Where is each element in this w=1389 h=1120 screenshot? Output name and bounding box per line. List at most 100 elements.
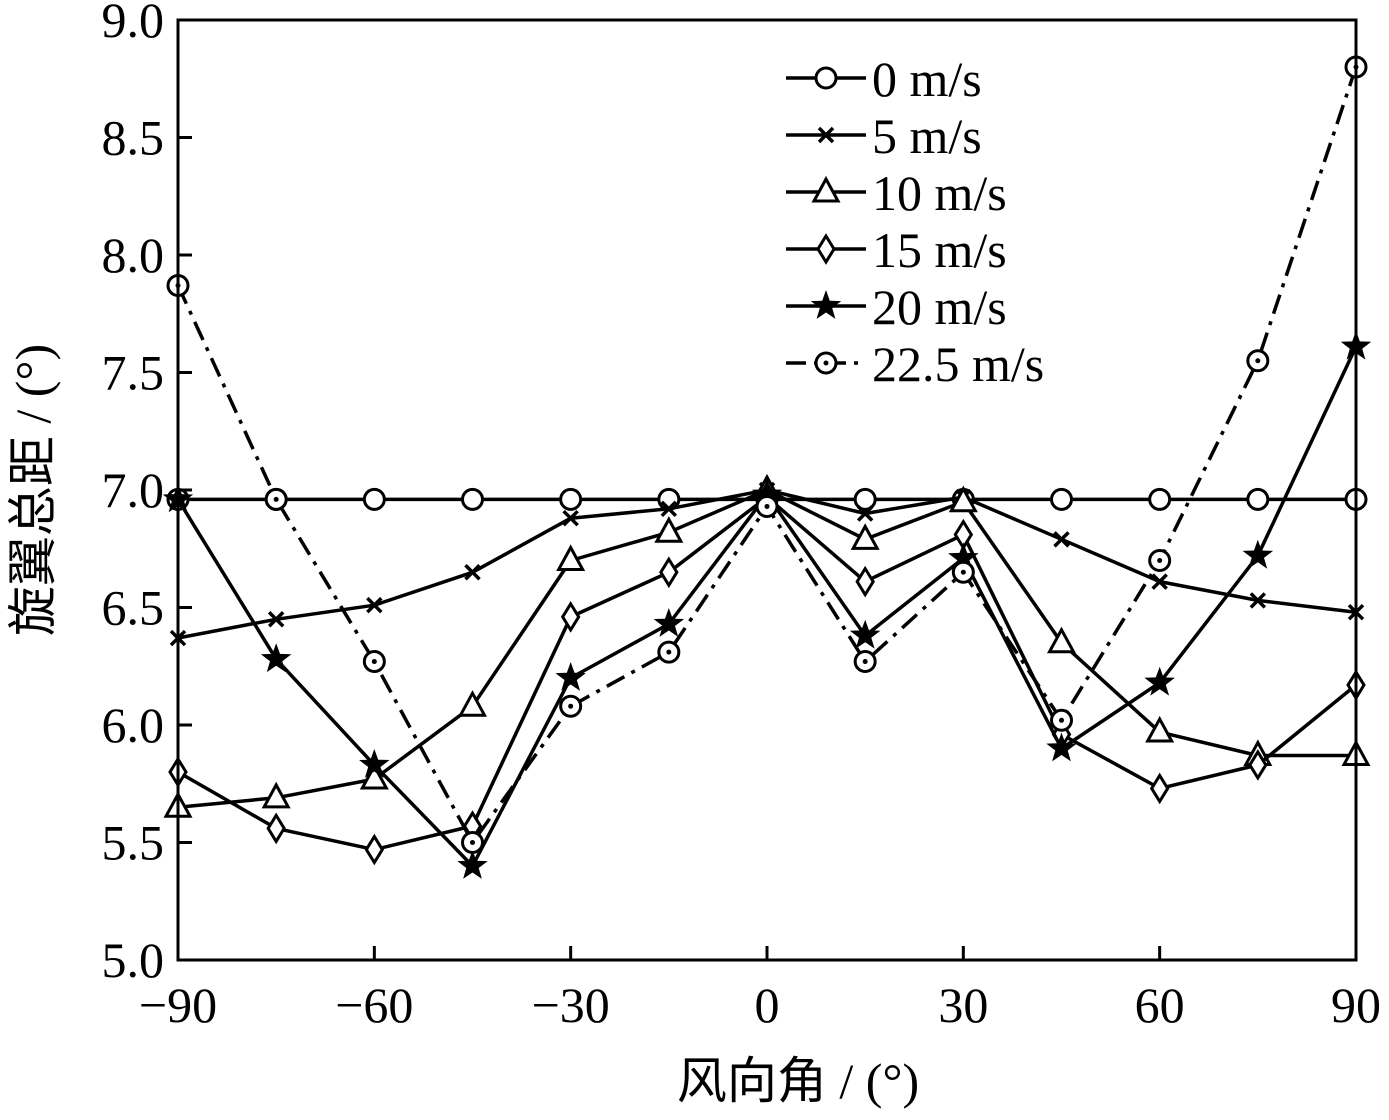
data-point-15-m-s <box>855 565 875 598</box>
data-point-15-m-s <box>364 833 385 866</box>
legend-label: 10 m/s <box>872 165 1007 221</box>
series-path <box>177 495 1358 852</box>
data-point-15-m-s <box>560 601 581 633</box>
x-tick-label: −30 <box>532 977 610 1033</box>
data-point-15-m-s <box>816 233 836 265</box>
y-axis-title: 旋翼总距 / (°) <box>5 344 61 636</box>
data-point-10-m-s <box>850 523 880 550</box>
data-point-5-m-s <box>856 505 874 522</box>
data-point-10-m-s <box>261 781 291 809</box>
data-point-22-5-m-s <box>951 560 975 584</box>
plot-frame <box>176 18 1358 962</box>
data-point-22-5-m-s <box>362 650 386 674</box>
y-tick-label: 5.5 <box>102 815 165 871</box>
legend-label: 22.5 m/s <box>872 336 1044 392</box>
data-point-20-m-s <box>948 542 979 572</box>
data-point-22-5-m-s <box>1148 549 1172 572</box>
data-point-22-5-m-s <box>755 494 779 518</box>
y-tick-label: 5.0 <box>102 932 165 988</box>
data-point-10-m-s <box>556 544 586 571</box>
legend: 0 m/s5 m/s10 m/s15 m/s20 m/s22.5 m/s <box>786 51 1044 392</box>
data-point-20-m-s <box>359 749 390 778</box>
data-point-5-m-s <box>267 611 285 628</box>
axis-ticks: −90 −60 −30 0 30 60 90 5.0 5.5 6.0 6.5 7.0 7.5 8.0 8.5… <box>102 0 1382 1033</box>
y-tick-label: 7.0 <box>102 462 165 518</box>
series-line <box>162 330 1372 879</box>
data-point-15-m-s <box>1149 772 1170 805</box>
data-point-20-m-s <box>751 478 783 508</box>
data-point-0-m-s <box>1050 487 1073 511</box>
data-point-10-m-s <box>1046 626 1077 654</box>
data-point-5-m-s <box>464 564 481 581</box>
data-point-5-m-s <box>1053 531 1070 548</box>
data-point-20-m-s <box>1144 666 1175 696</box>
data-point-0-m-s <box>461 487 484 511</box>
data-point-15-m-s <box>659 556 679 589</box>
legend-label: 0 m/s <box>872 51 982 107</box>
data-point-20-m-s <box>260 643 292 673</box>
data-point-10-m-s <box>359 762 389 790</box>
data-point-10-m-s <box>811 175 841 203</box>
legend-item: 0 m/s <box>786 51 982 107</box>
data-point-15-m-s <box>1248 749 1268 781</box>
legend-item: 10 m/s <box>786 165 1007 221</box>
series-line <box>166 55 1368 854</box>
data-point-10-m-s <box>948 485 978 513</box>
data-point-22-5-m-s <box>461 831 484 854</box>
y-tick-label: 9.0 <box>102 0 165 48</box>
data-point-22-5-m-s <box>1246 349 1270 373</box>
data-point-22-5-m-s <box>814 351 838 375</box>
data-point-22-5-m-s <box>1050 708 1073 732</box>
data-point-5-m-s <box>817 126 835 144</box>
data-point-20-m-s <box>457 850 488 879</box>
data-point-20-m-s <box>810 290 842 319</box>
series-line <box>168 481 1366 866</box>
data-point-20-m-s <box>555 662 586 691</box>
data-point-5-m-s <box>366 596 383 614</box>
y-tick-label: 6.5 <box>102 580 165 636</box>
legend-label: 20 m/s <box>872 279 1007 335</box>
data-point-10-m-s <box>457 690 488 717</box>
series-layer <box>162 55 1372 879</box>
data-point-5-m-s <box>562 509 579 527</box>
data-point-15-m-s <box>266 812 286 845</box>
data-point-22-5-m-s <box>559 694 583 718</box>
data-point-0-m-s <box>559 487 583 511</box>
y-tick-label: 6.0 <box>102 697 165 753</box>
x-tick-label: 0 <box>755 977 780 1033</box>
x-tick-label: −90 <box>139 977 217 1033</box>
x-tick-label: −60 <box>335 977 413 1033</box>
data-point-22-5-m-s <box>853 650 877 674</box>
series-path <box>177 488 1356 809</box>
data-point-10-m-s <box>1145 715 1175 743</box>
data-point-5-m-s <box>1151 573 1168 590</box>
data-point-22-5-m-s <box>657 640 681 664</box>
legend-item: 20 m/s <box>786 279 1007 335</box>
data-point-0-m-s <box>814 66 838 90</box>
data-point-0-m-s <box>853 487 877 511</box>
x-tick-label: 90 <box>1331 977 1381 1033</box>
legend-item: 15 m/s <box>786 222 1007 278</box>
y-tick-label: 8.0 <box>102 227 165 283</box>
data-point-20-m-s <box>1046 732 1077 762</box>
data-point-10-m-s <box>654 516 684 543</box>
data-point-0-m-s <box>362 487 386 511</box>
data-point-0-m-s <box>1246 487 1270 511</box>
data-point-5-m-s <box>660 500 678 518</box>
data-point-22-5-m-s <box>264 487 288 511</box>
x-tick-label: 60 <box>1135 977 1185 1033</box>
legend-item: 5 m/s <box>786 108 982 164</box>
data-point-0-m-s <box>1148 487 1172 511</box>
series-path <box>176 66 1358 845</box>
legend-label: 15 m/s <box>872 222 1007 278</box>
data-point-20-m-s <box>849 619 881 649</box>
y-tick-label: 8.5 <box>102 110 165 166</box>
legend-label: 5 m/s <box>872 108 982 164</box>
y-tick-label: 7.5 <box>102 345 165 401</box>
x-axis-title: 风向角 / (°) <box>677 1053 919 1109</box>
data-point-5-m-s <box>1249 592 1267 609</box>
data-point-20-m-s <box>653 608 685 637</box>
legend-item: 22.5 m/s <box>786 336 1044 392</box>
